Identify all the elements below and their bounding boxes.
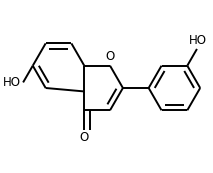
Text: O: O	[105, 50, 115, 63]
Text: HO: HO	[189, 34, 207, 47]
Text: HO: HO	[3, 76, 21, 89]
Text: O: O	[80, 131, 89, 144]
